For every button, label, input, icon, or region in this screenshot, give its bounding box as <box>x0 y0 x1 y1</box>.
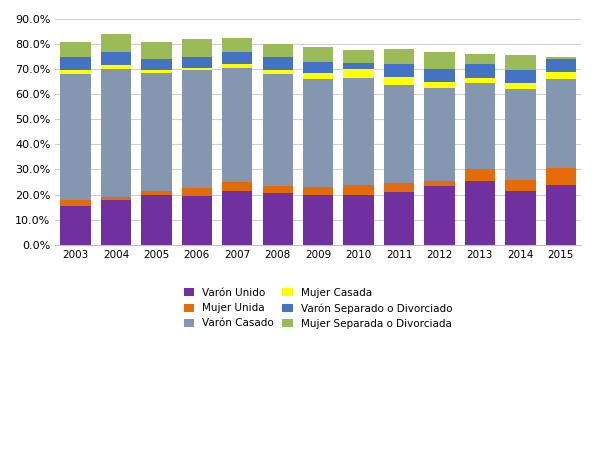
Bar <box>182 39 212 56</box>
Bar <box>424 82 455 88</box>
Bar <box>182 196 212 245</box>
Bar <box>60 74 91 200</box>
Bar <box>101 51 131 65</box>
Bar <box>141 73 172 191</box>
Bar <box>545 56 576 59</box>
Bar <box>465 54 495 64</box>
Bar <box>262 44 293 56</box>
Bar <box>262 186 293 193</box>
Bar <box>465 83 495 169</box>
Bar <box>465 78 495 83</box>
Bar <box>303 73 333 79</box>
Bar <box>60 56 91 70</box>
Bar <box>262 74 293 186</box>
Bar <box>343 63 374 69</box>
Bar <box>262 70 293 74</box>
Bar <box>141 70 172 73</box>
Bar <box>505 83 535 89</box>
Bar <box>182 68 212 70</box>
Bar <box>545 79 576 168</box>
Bar <box>101 197 131 200</box>
Bar <box>505 179 535 191</box>
Bar <box>384 192 414 245</box>
Bar <box>60 42 91 56</box>
Bar <box>545 185 576 245</box>
Bar <box>545 72 576 79</box>
Bar <box>303 47 333 62</box>
Bar <box>465 64 495 78</box>
Bar <box>505 70 535 83</box>
Bar <box>141 191 172 195</box>
Bar <box>424 51 455 69</box>
Bar <box>303 187 333 195</box>
Bar <box>384 49 414 64</box>
Bar <box>222 38 252 51</box>
Bar <box>545 59 576 72</box>
Bar <box>424 88 455 181</box>
Bar <box>60 70 91 74</box>
Bar <box>424 69 455 82</box>
Bar <box>384 183 414 192</box>
Bar <box>303 79 333 187</box>
Bar <box>384 77 414 85</box>
Bar <box>545 168 576 185</box>
Bar <box>101 200 131 245</box>
Bar <box>222 64 252 68</box>
Bar <box>343 50 374 63</box>
Bar <box>182 70 212 188</box>
Bar <box>465 181 495 245</box>
Bar <box>141 195 172 245</box>
Bar <box>343 69 374 78</box>
Bar <box>101 65 131 69</box>
Bar <box>505 56 535 70</box>
Bar <box>384 85 414 183</box>
Bar <box>343 78 374 185</box>
Bar <box>384 64 414 77</box>
Bar <box>343 185 374 195</box>
Bar <box>262 56 293 70</box>
Bar <box>60 200 91 206</box>
Bar <box>60 206 91 245</box>
Bar <box>424 181 455 186</box>
Bar <box>343 195 374 245</box>
Bar <box>222 191 252 245</box>
Bar <box>303 195 333 245</box>
Bar <box>222 51 252 64</box>
Bar <box>101 69 131 197</box>
Bar <box>222 182 252 191</box>
Bar <box>182 188 212 196</box>
Bar <box>141 42 172 59</box>
Bar <box>465 169 495 181</box>
Bar <box>505 89 535 179</box>
Bar <box>182 56 212 68</box>
Bar <box>101 34 131 51</box>
Bar <box>303 62 333 73</box>
Bar <box>222 68 252 182</box>
Bar <box>505 191 535 245</box>
Bar <box>424 186 455 245</box>
Bar <box>141 59 172 70</box>
Bar <box>262 193 293 245</box>
Legend: Varón Unido, Mujer Unida, Varón Casado, Mujer Casada, Varón Separado o Divorciad: Varón Unido, Mujer Unida, Varón Casado, … <box>179 284 457 333</box>
